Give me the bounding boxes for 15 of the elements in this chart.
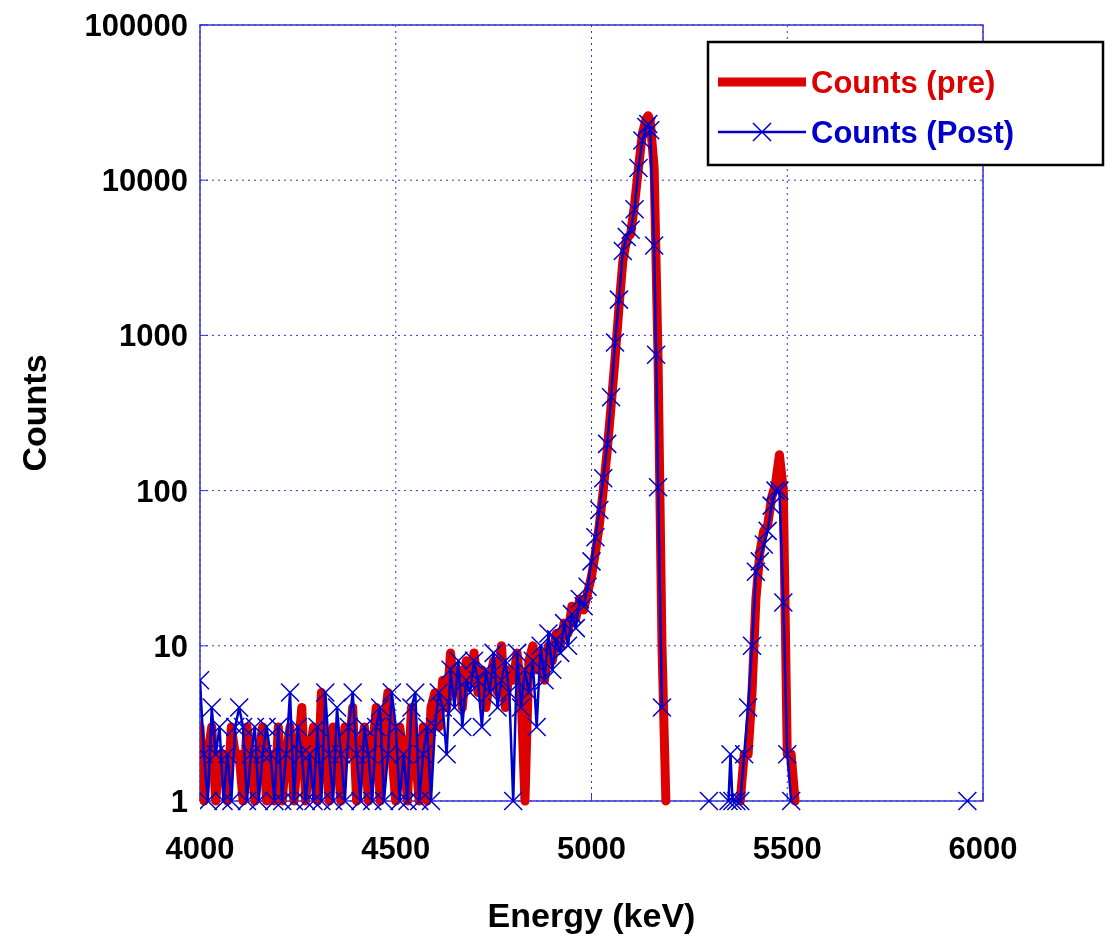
y-tick-label: 10000 [101,163,188,199]
x-tick-label: 4500 [361,831,431,866]
x-tick-label: 5000 [557,831,626,866]
x-axis-title: Energy (keV) [487,896,696,934]
x-tick-label: 5500 [752,831,822,866]
legend-label: Counts (pre) [811,65,996,100]
legend-label: Counts (Post) [811,115,1015,150]
y-tick-label: 100000 [84,8,188,43]
x-tick-label: 4000 [165,831,235,866]
y-tick-label: 1000 [119,318,188,354]
y-tick-label: 1 [170,784,188,819]
y-tick-label: 100 [136,473,188,509]
x-tick-label: 6000 [948,831,1018,866]
y-tick-label: 10 [153,628,188,664]
y-axis-title: Counts [15,354,53,472]
